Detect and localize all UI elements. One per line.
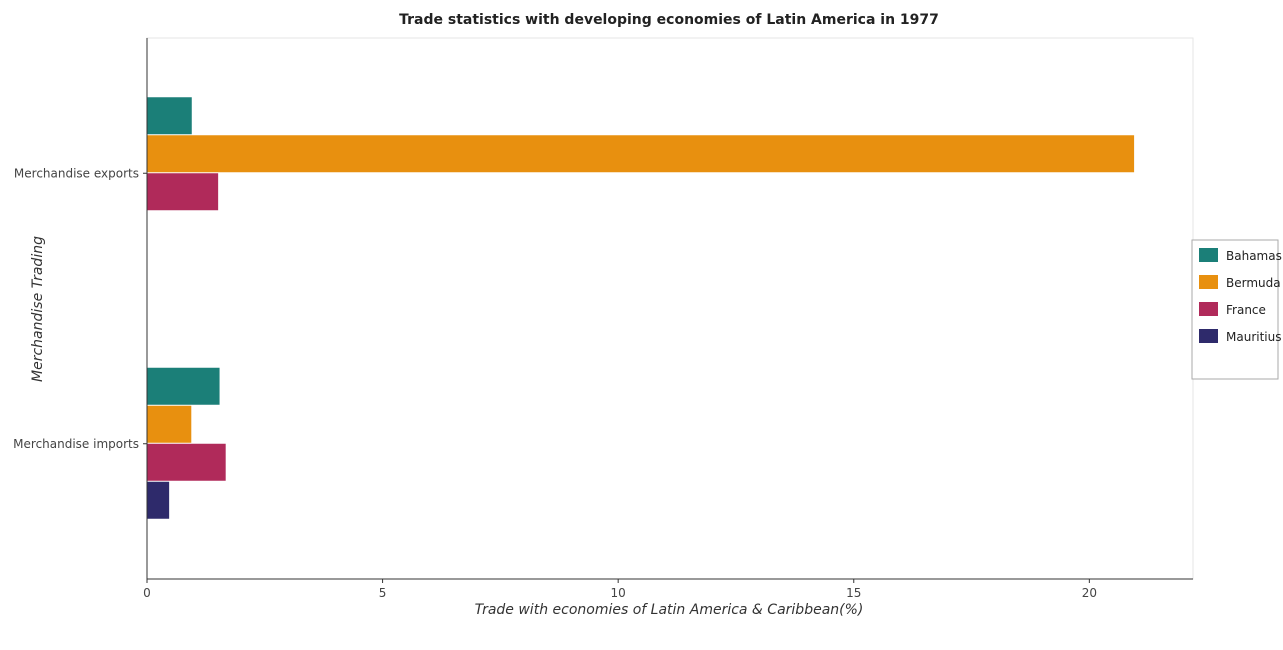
legend-swatch-bahamas xyxy=(1199,248,1218,262)
x-axis-label: Trade with economies of Latin America & … xyxy=(475,602,864,618)
y-tick-label: Merchandise imports xyxy=(13,437,139,451)
legend-label-mauritius: Mauritius xyxy=(1226,330,1281,344)
y-axis-label: Merchandise Trading xyxy=(30,236,46,382)
x-tick-label: 5 xyxy=(379,586,387,600)
x-tick-label: 10 xyxy=(611,586,626,600)
bar-mauritius-merchandise-imports xyxy=(147,481,170,519)
bar-bahamas-merchandise-exports xyxy=(147,97,192,135)
bar-bermuda-merchandise-exports xyxy=(147,135,1135,173)
legend-swatch-mauritius xyxy=(1199,329,1218,343)
bar-bahamas-merchandise-imports xyxy=(147,367,220,405)
bar-france-merchandise-exports xyxy=(147,173,219,211)
axes-layer: Merchandise exports Merchandise imports 0 5… xyxy=(13,38,1193,600)
x-tick-label: 20 xyxy=(1082,586,1097,600)
bars-layer xyxy=(147,97,1135,519)
plot-area xyxy=(146,37,1194,580)
legend-swatch-bermuda xyxy=(1199,275,1218,289)
chart-title: Trade statistics with developing economi… xyxy=(399,12,939,28)
x-tick-label: 15 xyxy=(846,586,861,600)
x-tick-label: 0 xyxy=(143,586,151,600)
legend-label-bermuda: Bermuda xyxy=(1226,276,1281,290)
legend: Bahamas Bermuda France Mauritius xyxy=(1191,239,1282,380)
y-tick-label: Merchandise exports xyxy=(14,166,139,180)
bar-bermuda-merchandise-imports xyxy=(147,405,192,443)
legend-label-bahamas: Bahamas xyxy=(1226,249,1282,263)
legend-label-france: France xyxy=(1226,303,1266,317)
bar-france-merchandise-imports xyxy=(147,443,226,481)
legend-swatch-france xyxy=(1199,302,1218,316)
